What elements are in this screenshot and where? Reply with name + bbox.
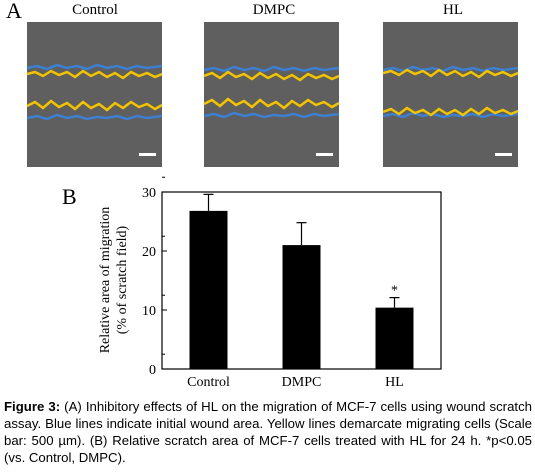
scale-bar [495, 153, 512, 156]
x-tick-label-dmpc: DMPC [282, 375, 322, 390]
scratch-image-dmpc [204, 22, 339, 167]
migrating-cells-line-upper [204, 70, 339, 82]
initial-wound-line-lower [383, 111, 518, 119]
initial-wound-line-lower [204, 111, 339, 119]
image-label-control: Control [72, 2, 118, 18]
significance-marker: * [391, 284, 398, 299]
migrating-cells-line-lower [204, 97, 339, 110]
x-tick-label-control: Control [187, 375, 230, 390]
migrating-cells-line-upper [27, 69, 162, 80]
scratch-image-hl [383, 22, 518, 167]
y-tick-label: 20 [142, 245, 156, 260]
image-label-hl: HL [443, 2, 463, 18]
y-tick-label: 10 [142, 304, 156, 319]
migrating-cells-line-upper [383, 68, 518, 79]
figure-caption: Figure 3: (A) Inhibitory effects of HL o… [4, 398, 532, 466]
chart-bars [189, 193, 414, 369]
panel-b-letter: B [62, 184, 77, 209]
initial-wound-line-lower [27, 113, 162, 121]
y-tick-label: 0 [149, 363, 156, 378]
migrating-cells-line-lower [383, 106, 518, 117]
bar-hl [375, 307, 414, 369]
scratch-image-control [27, 22, 162, 167]
initial-wound-line-upper [27, 63, 162, 71]
scale-bar [139, 153, 156, 156]
scale-bar [316, 153, 333, 156]
chart-labels: 0 10 20 30 Control DMPC HL * [142, 186, 404, 390]
bar-dmpc [282, 245, 321, 369]
bar-control [189, 210, 228, 369]
bar-chart: 0 10 20 30 Control DMPC HL * [142, 176, 442, 390]
image-label-dmpc: DMPC [252, 2, 296, 18]
x-tick-label-hl: HL [385, 375, 404, 390]
initial-wound-line-upper [204, 65, 339, 73]
caption-label: Figure 3: [4, 399, 61, 414]
y-tick-label: 30 [142, 186, 156, 201]
migrating-cells-line-lower [27, 99, 162, 112]
caption-text: (A) Inhibitory effects of HL on the migr… [4, 399, 533, 465]
panel-a-letter: A [6, 0, 22, 23]
